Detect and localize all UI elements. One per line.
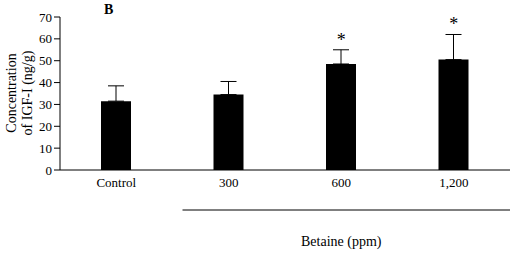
svg-text:1,200: 1,200	[439, 175, 468, 190]
svg-text:B: B	[104, 2, 113, 17]
svg-text:50: 50	[39, 53, 52, 68]
svg-text:Concentration: Concentration	[8, 53, 19, 132]
svg-text:Control: Control	[96, 175, 136, 190]
svg-text:600: 600	[332, 175, 352, 190]
svg-text:300: 300	[219, 175, 239, 190]
svg-text:Betaine (ppm): Betaine (ppm)	[301, 234, 382, 250]
svg-text:10: 10	[39, 141, 52, 156]
svg-text:*: *	[449, 14, 458, 34]
svg-text:40: 40	[39, 75, 52, 90]
svg-text:60: 60	[39, 31, 52, 46]
svg-text:0: 0	[46, 163, 53, 178]
svg-text:*: *	[337, 30, 346, 50]
svg-text:of IGF-I (ng/g): of IGF-I (ng/g)	[20, 50, 36, 135]
svg-text:70: 70	[39, 10, 52, 25]
svg-text:20: 20	[39, 119, 52, 134]
svg-text:30: 30	[39, 97, 52, 112]
